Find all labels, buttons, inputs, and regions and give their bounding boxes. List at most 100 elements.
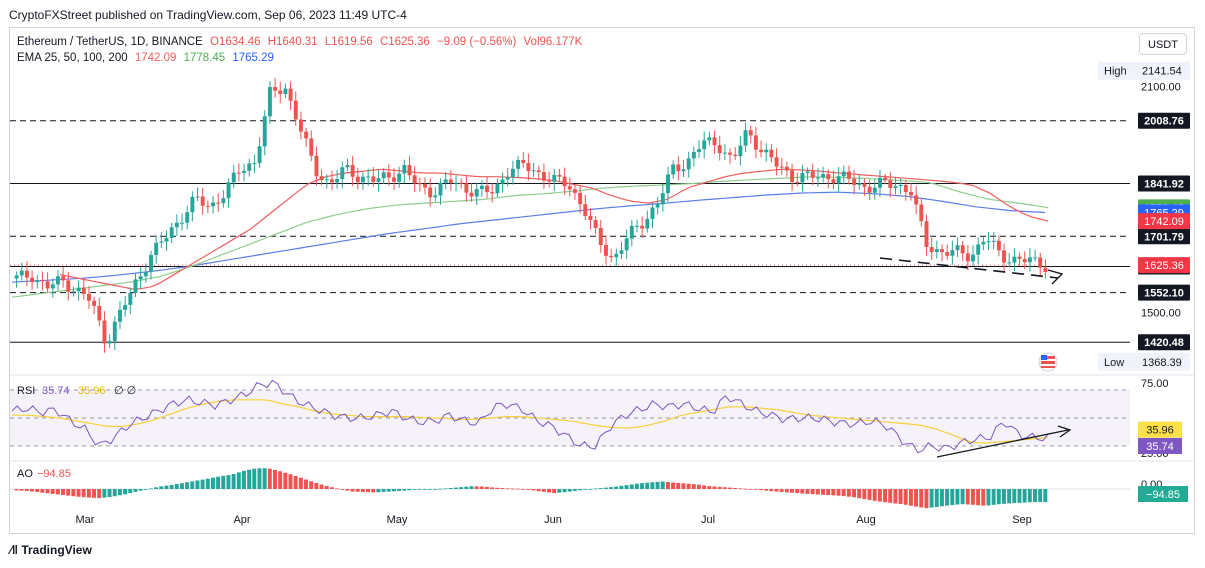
candle-body [133, 279, 138, 293]
candle-body [485, 185, 490, 192]
ao-bar [407, 489, 412, 491]
ohlc-low: L1619.56 [324, 36, 373, 48]
ao-bar [298, 477, 303, 489]
ao-bar [976, 489, 981, 506]
candle-body [567, 186, 572, 190]
ao-bar [340, 489, 345, 490]
ao-bar [474, 486, 479, 489]
candle-body [748, 130, 753, 136]
candle-body [392, 177, 396, 182]
candle-body [831, 179, 836, 184]
level-tag-bg-1552.10 [1138, 284, 1190, 301]
candle-body [97, 305, 102, 321]
rsi-line [11, 379, 1049, 454]
candle-body [448, 179, 453, 183]
candle-body [61, 276, 66, 281]
candle-body [810, 171, 815, 178]
candle-body [45, 281, 50, 289]
candle-body [691, 151, 696, 159]
ao-bar [1022, 489, 1027, 503]
ao-bar [35, 489, 40, 493]
candle-body [381, 172, 386, 179]
tradingview-logo[interactable]: ⁄‖ TradingView [10, 543, 92, 557]
candle-body [143, 271, 148, 277]
candle-body [345, 165, 350, 168]
candle-body [329, 179, 334, 183]
candle-body [479, 185, 484, 190]
rsi-ma-tag-bg [1138, 421, 1182, 438]
ao-bar [241, 470, 246, 489]
level-tag-2008.76: 2008.76 [1144, 116, 1184, 128]
ao-value-tag-bg [1138, 486, 1188, 502]
candle-body [273, 87, 278, 91]
ao-bar [1032, 489, 1037, 503]
ao-bar [19, 489, 24, 491]
level-tag-bg-1420.48 [1138, 334, 1190, 351]
ao-bar [727, 487, 732, 489]
ao-bar [1007, 489, 1012, 504]
ao-bar [846, 489, 851, 497]
ao-bar [397, 489, 402, 491]
ao-bar [428, 489, 433, 490]
ao-bar [24, 489, 29, 491]
ao-bar [898, 489, 903, 504]
candle-body [495, 183, 500, 194]
ao-bar [495, 487, 500, 489]
candle-body [278, 90, 283, 95]
flag-canton [1041, 355, 1047, 360]
candle-body [262, 116, 267, 147]
ao-bar [810, 489, 815, 495]
ohlc-high: H1640.31 [267, 36, 318, 48]
candle-body [159, 241, 164, 243]
y-tick-1500.00: 1500.00 [1141, 307, 1181, 319]
candle-body [40, 280, 45, 282]
currency-button[interactable]: USDT [1139, 33, 1187, 55]
candle-body [753, 135, 758, 150]
ao-bar [634, 483, 639, 489]
candle-body [547, 180, 552, 182]
candle-body [541, 172, 546, 181]
ao-bar [758, 489, 763, 491]
candle-body [112, 321, 117, 342]
candle-body [991, 240, 996, 242]
candle-body [645, 218, 650, 229]
ao-bar [376, 489, 381, 493]
candle-body [154, 242, 159, 256]
candle-body [221, 198, 226, 204]
rsi-legend-ma: 35.96 [78, 385, 106, 397]
candle-body [883, 177, 888, 181]
ema100-value: 1765.29 [232, 52, 274, 64]
low-value: 1368.39 [1142, 357, 1182, 369]
ao-bar [583, 489, 588, 490]
ao-bar [479, 486, 484, 489]
ao-bar [821, 489, 825, 495]
candle-body [174, 222, 179, 228]
volume: Vol96.177K [523, 36, 583, 48]
low-box [1098, 352, 1190, 371]
y-tick-2100.00: 2100.00 [1141, 81, 1181, 93]
candle-body [604, 244, 608, 256]
ao-bar [893, 489, 898, 504]
candle-body [257, 146, 262, 164]
ao-bar [929, 489, 934, 508]
candle-body [733, 154, 738, 157]
ao-bar [588, 489, 593, 490]
candle-body [805, 171, 810, 174]
ema-label[interactable]: EMA 25, 50, 100, 200 [17, 52, 128, 64]
candle-body [361, 176, 365, 183]
level-tag-bg-1701.79 [1138, 228, 1190, 245]
ao-bar [1017, 489, 1022, 503]
ao-bar [179, 483, 184, 489]
candle-body [454, 182, 458, 184]
ao-bar [464, 486, 469, 489]
ao-bar [490, 487, 495, 489]
candle-body [319, 176, 324, 180]
candle-body [640, 225, 645, 229]
candle-body [764, 149, 769, 153]
rsi-ma-tag: 35.96 [1146, 425, 1174, 437]
symbol-name[interactable]: Ethereum / TetherUS, 1D, BINANCE [17, 36, 203, 48]
ao-bar [45, 489, 50, 494]
rsi-ascending-trendline [936, 429, 1069, 458]
candle-body [815, 177, 820, 179]
